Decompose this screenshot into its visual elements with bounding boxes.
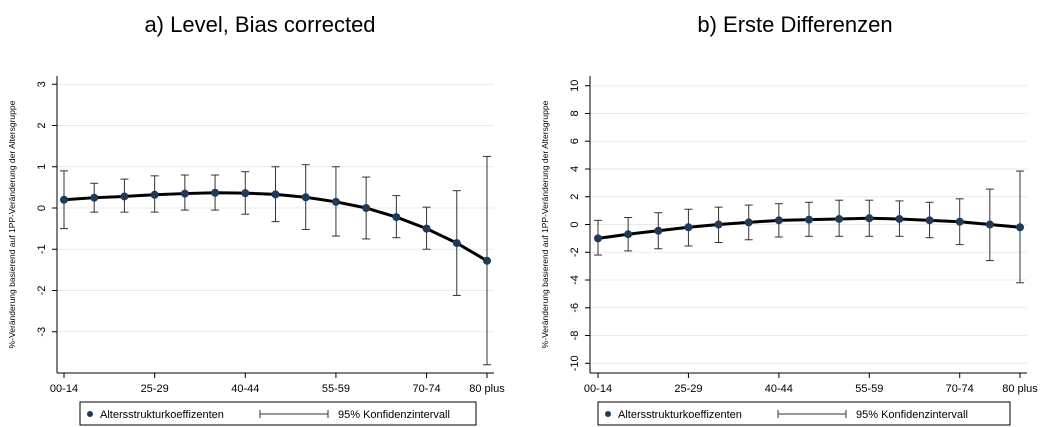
- x-tick-label: 55-59: [855, 383, 883, 395]
- y-tick-label: -10: [569, 355, 581, 371]
- data-point: [774, 216, 783, 225]
- data-point: [271, 190, 280, 199]
- legend-label: Altersstrukturkoeffizenten: [618, 409, 742, 421]
- data-point: [211, 188, 220, 197]
- x-tick-label: 25-29: [141, 383, 169, 395]
- y-tick-label: -8: [569, 331, 581, 341]
- data-point: [594, 234, 602, 243]
- x-tick-label: 70-74: [946, 383, 974, 395]
- x-tick-label: 80 plus: [469, 383, 505, 395]
- chart-title: a) Level, Bias corrected: [144, 12, 375, 37]
- data-point: [865, 214, 874, 223]
- data-point: [955, 217, 964, 226]
- data-point: [925, 216, 934, 225]
- data-point: [90, 193, 99, 202]
- data-point: [744, 218, 753, 227]
- y-tick-label: 8: [569, 110, 581, 116]
- y-tick-label: -2: [569, 247, 581, 257]
- data-point: [120, 192, 129, 201]
- data-point: [835, 214, 844, 223]
- data-point: [150, 190, 159, 199]
- x-tick-label: 00-14: [50, 383, 78, 395]
- data-point: [714, 220, 723, 229]
- y-tick-label: -6: [569, 303, 581, 313]
- y-tick-label: 1: [36, 164, 48, 170]
- data-point: [301, 193, 310, 202]
- y-axis-label: %-Veränderung basierend auf 1PP-Veränder…: [540, 100, 550, 348]
- x-tick-label: 25-29: [674, 383, 702, 395]
- legend-label: 95% Konfidenzintervall: [338, 409, 450, 421]
- data-point: [985, 220, 994, 229]
- y-tick-label: 6: [569, 138, 581, 144]
- legend-marker: [605, 411, 611, 417]
- data-point: [805, 215, 813, 224]
- legend-label: 95% Konfidenzintervall: [856, 409, 968, 421]
- data-point: [241, 189, 250, 198]
- legend-marker: [87, 411, 93, 417]
- y-tick-label: 10: [569, 80, 581, 92]
- data-point: [654, 226, 663, 235]
- data-point: [392, 213, 401, 222]
- y-tick-label: -2: [36, 286, 48, 296]
- y-tick-label: 4: [569, 166, 581, 172]
- data-point: [684, 223, 693, 232]
- data-point: [180, 189, 189, 198]
- x-tick-label: 80 plus: [1002, 383, 1038, 395]
- y-tick-label: 3: [36, 81, 48, 87]
- data-point: [422, 224, 431, 233]
- x-tick-label: 70-74: [413, 383, 441, 395]
- data-point: [331, 197, 340, 206]
- y-tick-label: -3: [36, 327, 48, 337]
- y-tick-label: 2: [36, 122, 48, 128]
- y-axis-label: %-Veränderung basierend auf 1PP-Veränder…: [7, 100, 17, 348]
- data-point: [624, 230, 633, 239]
- y-tick-label: -1: [36, 244, 48, 254]
- x-tick-label: 40-44: [231, 383, 259, 395]
- legend-label: Altersstrukturkoeffizenten: [100, 409, 224, 421]
- data-point: [483, 256, 491, 265]
- data-point: [895, 214, 904, 223]
- y-tick-label: 2: [569, 194, 581, 200]
- chart-title: b) Erste Differenzen: [697, 12, 892, 37]
- data-point: [452, 239, 461, 248]
- y-tick-label: -4: [569, 275, 581, 285]
- y-tick-label: 0: [36, 205, 48, 211]
- data-point: [362, 204, 371, 212]
- y-tick-label: 0: [569, 221, 581, 227]
- x-tick-label: 40-44: [765, 383, 793, 395]
- x-tick-label: 55-59: [322, 383, 350, 395]
- data-point: [60, 195, 68, 204]
- data-point: [1016, 223, 1024, 232]
- x-tick-label: 00-14: [584, 383, 612, 395]
